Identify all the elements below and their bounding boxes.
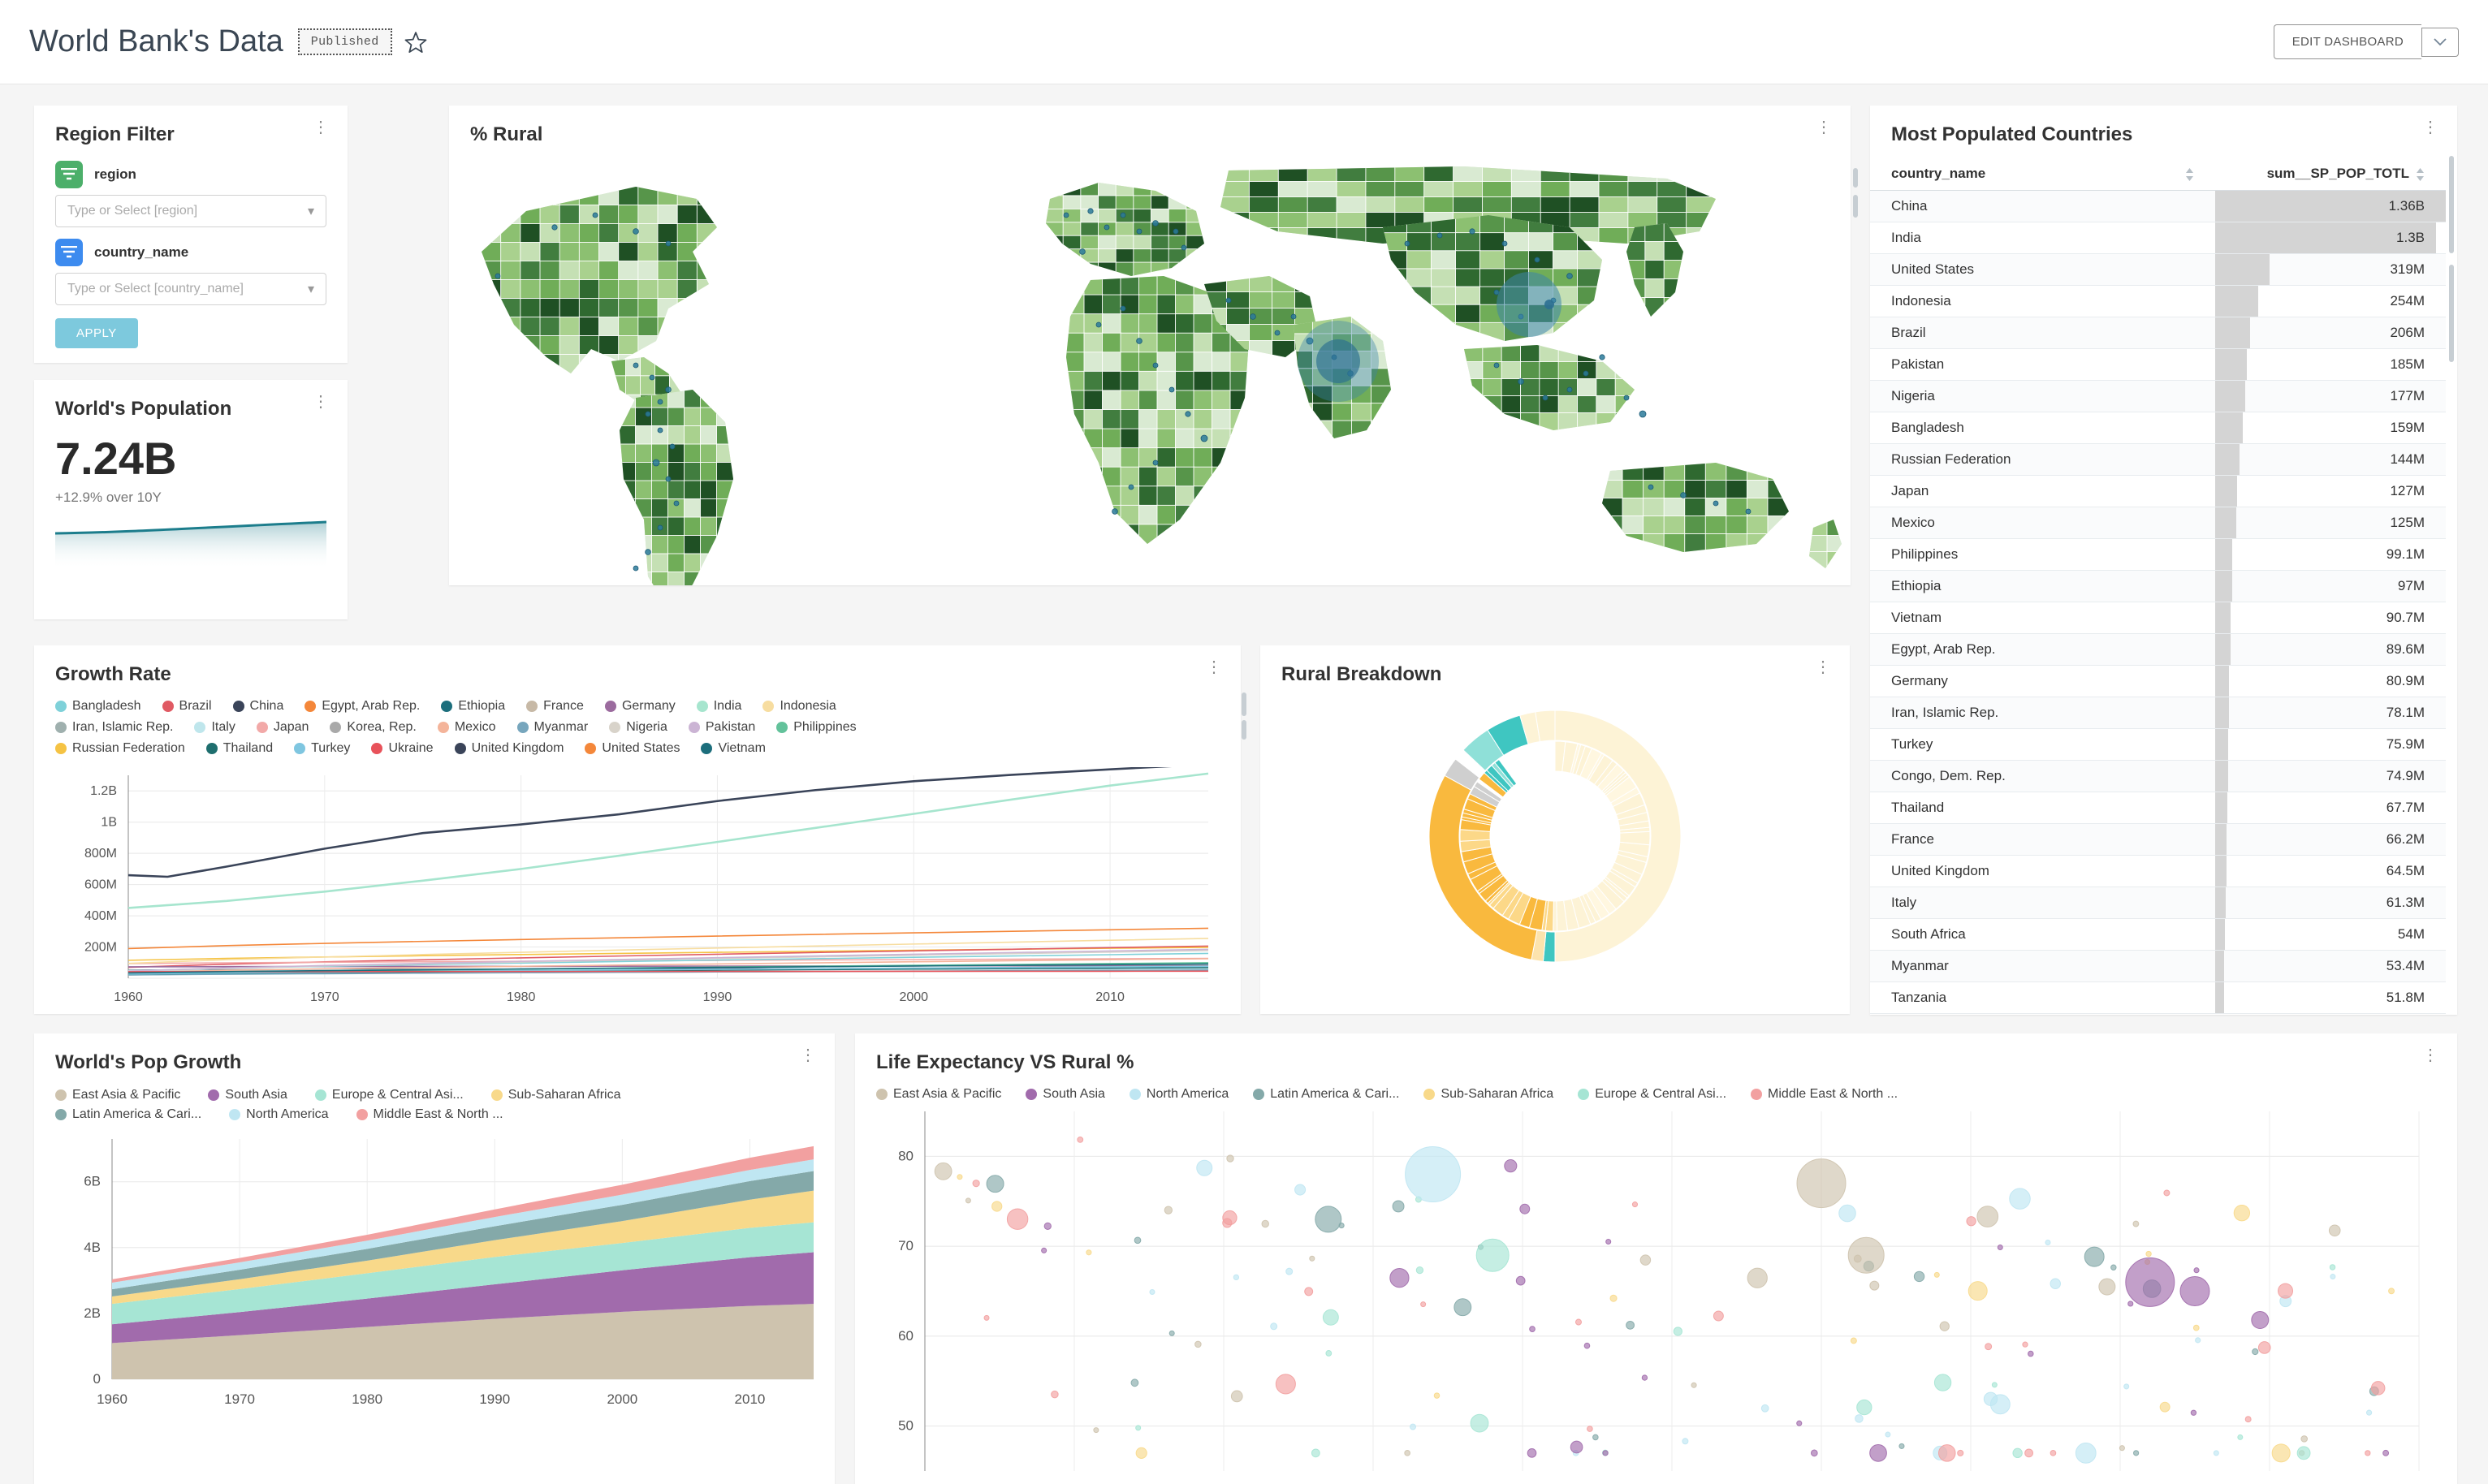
svg-text:1B: 1B bbox=[101, 816, 117, 830]
svg-text:1970: 1970 bbox=[310, 990, 339, 1004]
svg-text:1990: 1990 bbox=[479, 1391, 510, 1407]
svg-text:2000: 2000 bbox=[899, 990, 928, 1004]
svg-text:1960: 1960 bbox=[114, 990, 143, 1004]
svg-text:2000: 2000 bbox=[607, 1391, 637, 1407]
svg-text:1980: 1980 bbox=[352, 1391, 382, 1407]
svg-text:50: 50 bbox=[898, 1418, 914, 1434]
svg-text:70: 70 bbox=[898, 1238, 914, 1253]
svg-text:1980: 1980 bbox=[507, 990, 536, 1004]
svg-text:400M: 400M bbox=[84, 909, 117, 923]
svg-text:4B: 4B bbox=[84, 1240, 101, 1255]
svg-text:600M: 600M bbox=[84, 878, 117, 892]
svg-text:200M: 200M bbox=[84, 941, 117, 955]
svg-text:800M: 800M bbox=[84, 847, 117, 861]
svg-text:2010: 2010 bbox=[1095, 990, 1125, 1004]
svg-text:1.2B: 1.2B bbox=[90, 784, 117, 798]
svg-text:60: 60 bbox=[898, 1328, 914, 1344]
svg-text:0: 0 bbox=[93, 1371, 101, 1387]
svg-text:2010: 2010 bbox=[735, 1391, 766, 1407]
svg-text:80: 80 bbox=[898, 1148, 914, 1163]
svg-text:1990: 1990 bbox=[703, 990, 732, 1004]
svg-text:6B: 6B bbox=[84, 1174, 101, 1189]
svg-text:2B: 2B bbox=[84, 1305, 101, 1321]
svg-text:1960: 1960 bbox=[97, 1391, 127, 1407]
svg-text:1970: 1970 bbox=[224, 1391, 255, 1407]
